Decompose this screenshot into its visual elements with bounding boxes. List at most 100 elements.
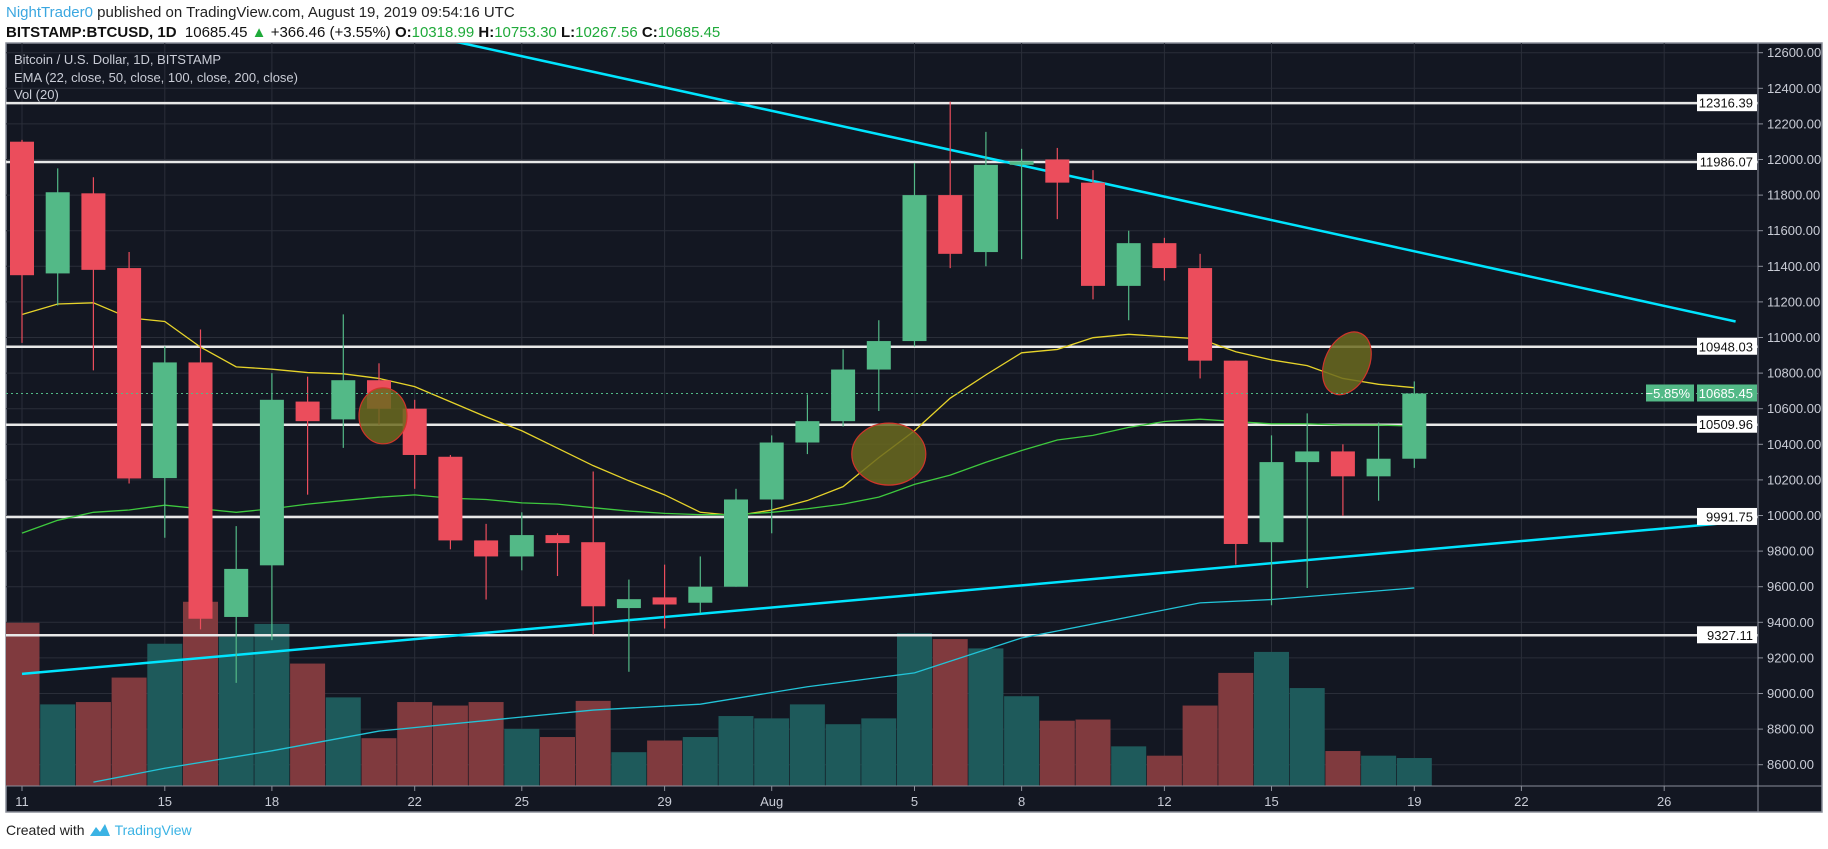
candle-body[interactable]	[866, 341, 891, 370]
candle-body[interactable]	[1116, 243, 1141, 286]
candle-body[interactable]	[331, 380, 356, 420]
price-tick-label: 11200.00	[1767, 294, 1820, 309]
candle-body[interactable]	[188, 362, 213, 619]
time-tick-label: Aug	[760, 794, 783, 809]
time-tick-label: 15	[158, 794, 172, 809]
volume-bar	[825, 724, 861, 786]
price-tick-label: 12600.00	[1767, 45, 1821, 60]
high-label: H:	[478, 24, 495, 41]
candle-body[interactable]	[1223, 360, 1248, 544]
candle-body[interactable]	[795, 421, 820, 443]
volume-bar	[968, 648, 1004, 786]
volume-bar	[789, 704, 825, 786]
level-price-label: 9327.11	[1707, 628, 1753, 643]
price-tick-label: 12200.00	[1767, 116, 1821, 131]
candle-body[interactable]	[1081, 182, 1105, 286]
candle-body[interactable]	[688, 586, 713, 603]
last-price-label: 10685.45	[1699, 386, 1753, 401]
time-tick-label: 22	[1514, 794, 1528, 809]
candle-body[interactable]	[152, 362, 177, 479]
volume-bar	[754, 718, 790, 786]
close-label: C:	[641, 24, 658, 41]
candle-body[interactable]	[1259, 462, 1284, 543]
candle-body[interactable]	[509, 535, 534, 557]
candle-body[interactable]	[1330, 451, 1355, 477]
volume-bar	[40, 704, 76, 786]
ellipse-annotation[interactable]	[358, 387, 408, 445]
symbol: BITSTAMP:BTCUSD, 1D	[6, 24, 177, 41]
candle-body[interactable]	[1402, 393, 1427, 459]
volume-bar	[897, 633, 932, 786]
candle-body[interactable]	[1366, 458, 1391, 477]
candle-body[interactable]	[10, 141, 34, 276]
candle-body[interactable]	[438, 456, 463, 541]
ellipse-annotation[interactable]	[851, 422, 927, 486]
price-tick-label: 10000.00	[1767, 508, 1821, 523]
legend-ema[interactable]: EMA (22, close, 50, close, 100, close, 2…	[14, 70, 298, 85]
candle-body[interactable]	[1009, 161, 1034, 165]
candle-body[interactable]	[1045, 159, 1070, 183]
volume-bar	[718, 716, 754, 786]
legend-volume[interactable]: Vol (20)	[14, 87, 59, 102]
price-tick-label: 9200.00	[1767, 650, 1814, 665]
price-tick-label: 12000.00	[1767, 152, 1821, 167]
volume-bar	[1004, 696, 1040, 786]
volume-bar	[1254, 651, 1289, 786]
price-tick-label: 8800.00	[1767, 722, 1814, 737]
candle-body[interactable]	[1295, 451, 1320, 463]
volume-bar	[254, 623, 290, 786]
author-link[interactable]: NightTrader0	[6, 4, 93, 21]
candle-body[interactable]	[724, 499, 748, 587]
price-tick-label: 10600.00	[1767, 401, 1821, 416]
candle-body[interactable]	[973, 164, 998, 253]
price-tick-label: 11000.00	[1767, 330, 1820, 345]
volume-bar	[468, 702, 504, 786]
candle-body[interactable]	[474, 540, 499, 557]
time-tick-label: 11	[15, 794, 29, 809]
volume-bar	[861, 718, 897, 786]
candle-body[interactable]	[652, 597, 677, 605]
level-price-label-bg	[1697, 626, 1757, 644]
candle-body[interactable]	[616, 599, 641, 609]
volume-bar	[397, 702, 433, 786]
volume-bar	[1146, 755, 1182, 786]
price-tick-label: 10400.00	[1767, 437, 1821, 452]
price-tick-label: 9800.00	[1767, 544, 1814, 559]
tradingview-link[interactable]: TradingView	[114, 822, 192, 838]
candle-body[interactable]	[581, 542, 606, 607]
change-badge-bg	[1646, 384, 1694, 402]
ema100-line	[93, 587, 1415, 783]
candle-body[interactable]	[759, 442, 784, 500]
level-price-label-bg	[1697, 337, 1757, 355]
ema50-line	[21, 418, 1415, 534]
volume-bar	[682, 737, 718, 786]
volume-bar	[147, 643, 183, 786]
candle-body[interactable]	[45, 192, 70, 274]
volume-bar	[504, 728, 540, 786]
candle-body[interactable]	[81, 193, 106, 270]
price-change: +366.46 (+3.55%)	[270, 24, 391, 41]
candle-body[interactable]	[224, 568, 249, 617]
candle-body[interactable]	[117, 268, 142, 479]
candle-body[interactable]	[259, 399, 284, 566]
candle-body[interactable]	[1188, 268, 1213, 361]
price-tick-label: 11400.00	[1767, 259, 1820, 274]
candle-body[interactable]	[938, 195, 963, 254]
candle-body[interactable]	[295, 401, 320, 422]
time-tick-label: 25	[515, 794, 529, 809]
volume-bar	[1396, 758, 1432, 786]
volume-bar	[75, 702, 111, 786]
volume-bar	[183, 601, 218, 786]
time-tick-label: 5	[911, 794, 918, 809]
candle-body[interactable]	[1152, 243, 1177, 269]
volume-bar	[575, 700, 611, 786]
level-price-label-bg	[1697, 415, 1757, 433]
volume-bar	[611, 752, 647, 786]
candle-body[interactable]	[545, 535, 570, 544]
candle-body[interactable]	[831, 369, 856, 422]
candle-body[interactable]	[902, 195, 927, 342]
level-price-label-bg	[1697, 152, 1757, 170]
trendline[interactable]	[21, 520, 1736, 676]
time-tick-label: 12	[1157, 794, 1171, 809]
